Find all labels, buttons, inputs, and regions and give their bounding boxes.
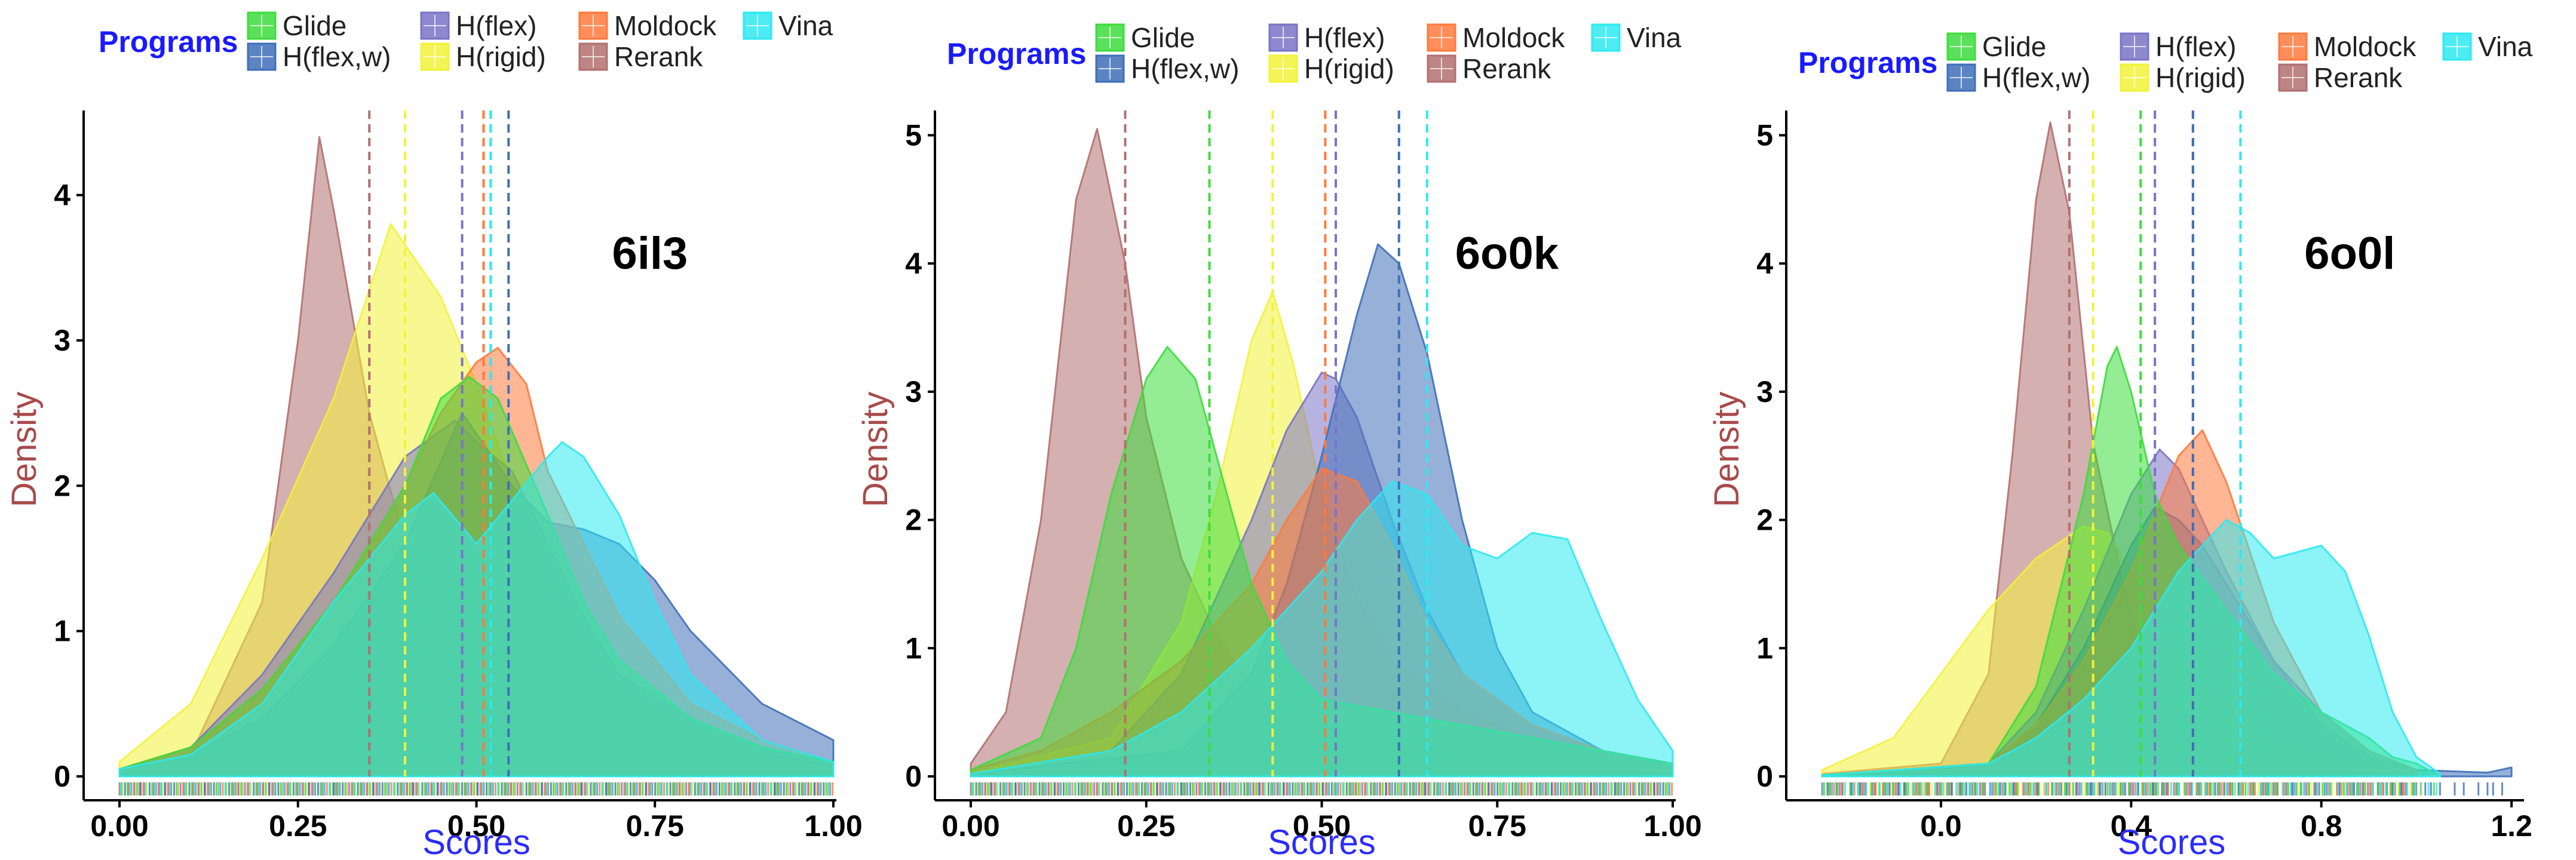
- x-tick-label: 0.8: [2301, 809, 2342, 843]
- rug: [1821, 782, 2503, 796]
- y-tick-label: 0: [905, 760, 922, 793]
- x-tick-label: 1.2: [2491, 809, 2532, 843]
- x-tick-label: 0.75: [1468, 809, 1526, 843]
- x-tick-label: 1.00: [1643, 809, 1701, 843]
- x-tick-label: 0.50: [1293, 809, 1351, 843]
- legend-item-moldock: Moldock: [578, 10, 717, 41]
- y-tick-label: 3: [54, 324, 70, 357]
- x-axis-title: Scores: [1268, 823, 1376, 860]
- density-vina: [1821, 519, 2442, 778]
- legend-label: Rerank: [2314, 62, 2403, 93]
- legend-item-moldock: Moldock: [2278, 31, 2416, 62]
- legend-item-rerank: Rerank: [2278, 62, 2403, 93]
- legend-item-vina: Vina: [1591, 22, 1682, 53]
- legend: Programs Glide H(flex) Moldock Vina H(flex,w)…: [947, 22, 1682, 84]
- y-tick-label: 0: [54, 760, 70, 793]
- y-axis-title: Density: [856, 392, 895, 507]
- legend-item-h-rigid: H(rigid): [2120, 62, 2246, 93]
- density-vina: [118, 441, 835, 778]
- y-tick-label: 5: [1756, 118, 1773, 152]
- legend-item-glide: Glide: [1946, 31, 2046, 62]
- legend-title: Programs: [947, 37, 1086, 70]
- legend-label: H(flex): [1304, 22, 1385, 53]
- panel-6o0k: 0 1 2 3 4 5 0.00 0.25 0.50 0.75 1.00 Scores Density 6…: [856, 22, 1702, 860]
- legend-label: H(flex): [456, 10, 536, 41]
- legend-title: Programs: [99, 25, 238, 59]
- legend-item-glide: Glide: [1095, 22, 1195, 53]
- y-tick-label: 2: [905, 503, 922, 537]
- legend-item-h-rigid: H(rigid): [420, 41, 546, 72]
- x-tick-label: 0.4: [2111, 809, 2152, 843]
- legend-label: Rerank: [614, 41, 703, 72]
- legend-item-glide: Glide: [247, 10, 346, 41]
- legend-label: Glide: [1131, 22, 1195, 53]
- x-tick-label: 0.25: [269, 809, 327, 843]
- legend-item-h-flex-w: H(flex,w): [247, 41, 391, 72]
- y-tick-label: 0: [1756, 760, 1773, 793]
- legend-label: H(flex): [2155, 31, 2236, 62]
- legend-item-h-flex: H(flex): [1268, 22, 1385, 53]
- legend-label: Vina: [1627, 22, 1682, 53]
- legend-item-h-flex-w: H(flex,w): [1095, 53, 1239, 84]
- legend-label: Rerank: [1462, 53, 1551, 84]
- legend-label: H(flex,w): [1982, 62, 2090, 93]
- legend-label: H(flex,w): [1131, 53, 1239, 84]
- legend-label: H(rigid): [1304, 53, 1394, 84]
- panel-label: 6o0k: [1455, 228, 1559, 279]
- legend-label: Glide: [1982, 31, 2046, 62]
- x-tick-label: 0.00: [942, 809, 999, 843]
- legend-item-rerank: Rerank: [1427, 53, 1551, 84]
- panel-6il3: 0 1 2 3 4 0.00 0.25 0.50 0.75 1.00 Scores Density 6i…: [5, 10, 863, 860]
- panel-label: 6o0l: [2304, 228, 2395, 279]
- legend-label: Glide: [283, 10, 346, 41]
- legend-label: Moldock: [1462, 22, 1565, 53]
- panel-6o0l: 0 1 2 3 4 5 0.0 0.4 0.8 1.2 Scores Density 6o0l Progr…: [1707, 31, 2533, 860]
- legend-label: Moldock: [614, 10, 717, 41]
- y-tick-label: 2: [1756, 503, 1773, 537]
- y-tick-label: 1: [54, 615, 70, 648]
- legend: Programs Glide H(flex) Moldock Vina H(flex,w)…: [1798, 31, 2533, 93]
- legend-title: Programs: [1798, 46, 1937, 79]
- y-tick-label: 5: [905, 118, 922, 152]
- legend-item-moldock: Moldock: [1427, 22, 1565, 53]
- rug: [118, 782, 834, 796]
- legend-label: H(rigid): [2155, 62, 2246, 93]
- legend-label: Vina: [778, 10, 833, 41]
- y-tick-label: 4: [905, 247, 922, 280]
- x-axis-title: Scores: [422, 823, 530, 860]
- x-tick-label: 1.00: [804, 809, 862, 843]
- y-tick-label: 3: [905, 375, 922, 408]
- legend-item-h-rigid: H(rigid): [1268, 53, 1394, 84]
- y-tick-label: 4: [1756, 247, 1773, 280]
- x-tick-label: 0.75: [626, 809, 684, 843]
- legend-label: H(flex,w): [283, 41, 391, 72]
- legend-item-vina: Vina: [743, 10, 833, 41]
- y-tick-label: 1: [905, 631, 922, 665]
- x-tick-label: 0.25: [1117, 809, 1175, 843]
- x-tick-label: 0.0: [1920, 809, 1962, 843]
- legend-item-h-flex: H(flex): [2120, 31, 2236, 62]
- legend-label: Vina: [2478, 31, 2533, 62]
- y-tick-label: 4: [54, 179, 70, 212]
- y-tick-label: 1: [1756, 631, 1773, 665]
- rug: [970, 782, 1673, 796]
- x-tick-label: 0.00: [90, 809, 148, 843]
- panel-label: 6il3: [612, 228, 688, 279]
- x-axis-title: Scores: [2118, 823, 2226, 860]
- y-axis-title: Density: [1707, 392, 1746, 507]
- legend-item-rerank: Rerank: [578, 41, 703, 72]
- legend-item-h-flex: H(flex): [420, 10, 536, 41]
- legend: Programs Glide H(flex) Moldock Vina H(flex,w)…: [99, 10, 833, 72]
- y-tick-label: 2: [54, 469, 70, 502]
- density-vina: [970, 480, 1674, 778]
- legend-label: H(rigid): [456, 41, 546, 72]
- y-axis-title: Density: [5, 392, 44, 507]
- legend-item-vina: Vina: [2442, 31, 2533, 62]
- legend-item-h-flex-w: H(flex,w): [1946, 62, 2090, 93]
- y-tick-label: 3: [1756, 375, 1773, 408]
- legend-label: Moldock: [2314, 31, 2416, 62]
- x-tick-label: 0.50: [447, 809, 505, 843]
